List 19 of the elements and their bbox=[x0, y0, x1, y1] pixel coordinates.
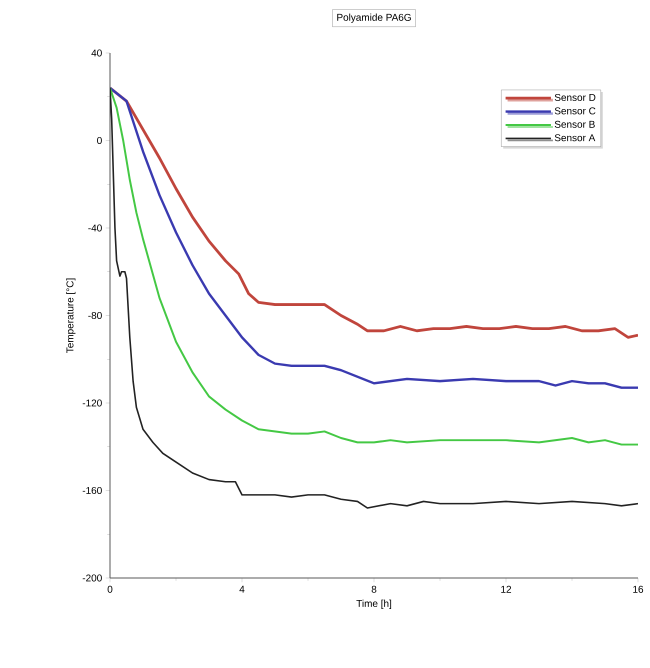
legend-label: Sensor C bbox=[554, 107, 596, 114]
legend-label: Sensor B bbox=[554, 120, 595, 128]
x-tick-label: 16 bbox=[633, 586, 644, 593]
legend-label: Sensor D bbox=[554, 94, 596, 101]
y-tick-label: -200 bbox=[82, 574, 102, 582]
x-tick-label: 12 bbox=[501, 586, 512, 593]
y-tick-label: -80 bbox=[88, 312, 102, 320]
x-tick-label: 4 bbox=[239, 586, 244, 593]
legend-label: Sensor A bbox=[554, 134, 596, 142]
chart-title: Polyamide PA6G bbox=[337, 14, 411, 23]
y-tick-label: -120 bbox=[82, 399, 102, 407]
y-tick-label: 40 bbox=[91, 49, 102, 57]
y-tick-label: 0 bbox=[97, 136, 102, 144]
y-tick-label: -160 bbox=[82, 486, 102, 494]
y-tick-label: -40 bbox=[88, 224, 102, 232]
y-axis-title: Temperature [°C] bbox=[66, 278, 76, 353]
x-tick-label: 8 bbox=[372, 586, 376, 593]
x-axis-title: Time [h] bbox=[356, 600, 392, 609]
x-tick-label: 0 bbox=[108, 586, 112, 593]
